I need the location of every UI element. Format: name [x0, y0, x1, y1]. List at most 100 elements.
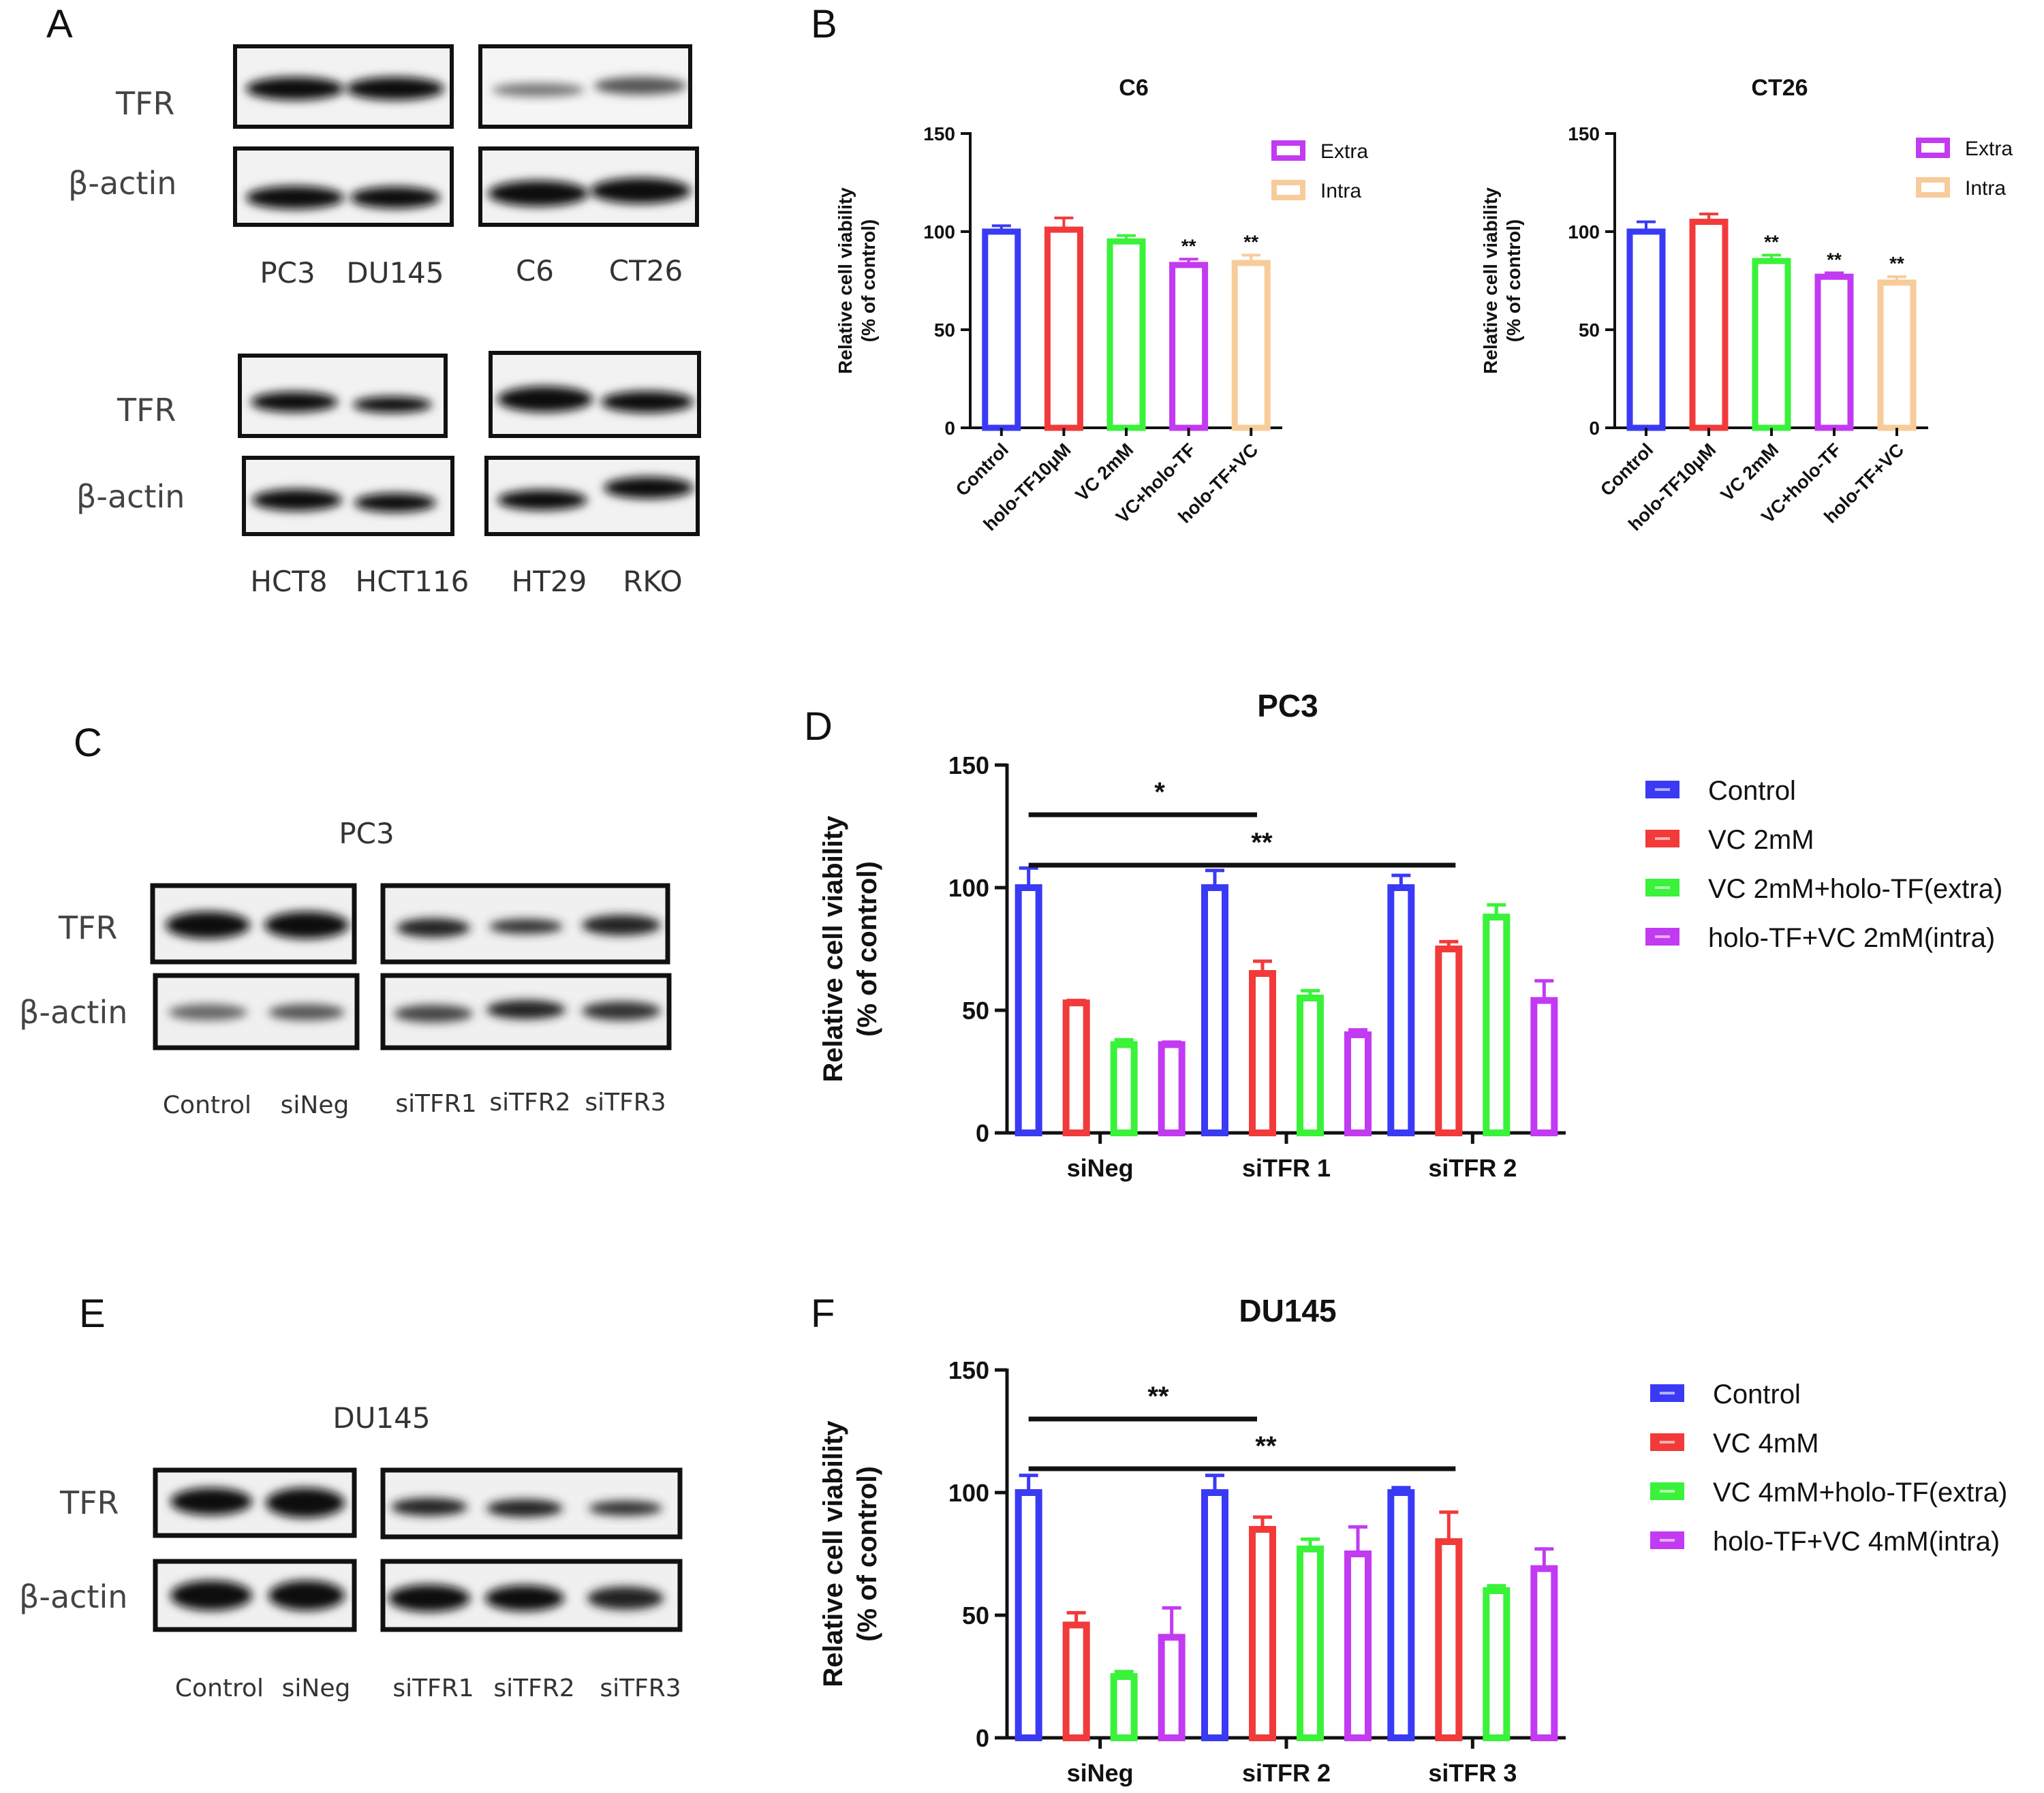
bar: [1015, 1489, 1042, 1741]
bar: [1877, 279, 1917, 431]
blot-panel-c: PC3 TFR β-actin Control siNeg siTFR1 siT…: [19, 817, 672, 1119]
lane-label: RKO: [623, 565, 683, 598]
y-tick-label: 100: [1568, 221, 1600, 243]
blot-band: [492, 83, 585, 97]
blot-box: [233, 146, 454, 227]
blot-band: [166, 911, 250, 939]
blot-band: [266, 1488, 345, 1518]
lane-label: siNeg: [281, 1091, 350, 1119]
y-axis-label-line: Relative cell viability: [1480, 187, 1501, 374]
blot-band: [594, 77, 687, 95]
panel-label-e: E: [79, 1292, 106, 1336]
y-axis-label: Relative cell viability (% of control): [835, 187, 879, 374]
significance-label: **: [1827, 249, 1842, 270]
bar: [1158, 1041, 1186, 1137]
blot-band: [489, 919, 563, 934]
blot-band: [170, 1580, 252, 1610]
legend-label: holo-TF+VC 2mM(intra): [1708, 923, 1995, 953]
bar: [1297, 995, 1324, 1136]
x-tick-label: siTFR 2: [1428, 1154, 1517, 1182]
lane-label: siTFR3: [585, 1089, 666, 1117]
significance-label: **: [1147, 1382, 1169, 1412]
bar: [1530, 997, 1558, 1136]
y-axis-label: Relative cell viability (% of control): [818, 815, 882, 1082]
blot-band: [397, 918, 470, 937]
bar: [1814, 273, 1854, 431]
significance-label: **: [1251, 828, 1273, 858]
lane-label: HCT116: [356, 565, 469, 598]
bar: [1344, 1550, 1372, 1741]
legend-swatch: [1271, 180, 1305, 200]
blot-band: [394, 1005, 473, 1023]
bar: [982, 228, 1021, 431]
blot-band: [264, 911, 349, 939]
bar: [1387, 884, 1415, 1136]
lane-label: siTFR1: [392, 1674, 474, 1702]
x-tick-label: siTFR 2: [1242, 1759, 1331, 1787]
y-axis-label-line: (% of control): [852, 861, 882, 1037]
blot-panel-a: TFR β-actin PC3 DU145 C6 CT26 TFR β-acti…: [68, 44, 701, 598]
y-axis-label-line: (% of control): [1503, 219, 1524, 342]
y-tick-label: 50: [962, 997, 989, 1025]
y-tick-label: 50: [1579, 319, 1600, 341]
bar: [1015, 884, 1042, 1136]
bar: [1483, 1587, 1511, 1741]
y-tick-label: 0: [944, 418, 955, 439]
blot-band: [582, 915, 661, 935]
y-tick-label: 150: [1568, 123, 1600, 144]
bar: [1201, 884, 1228, 1136]
bar: [1483, 914, 1511, 1136]
blot-band: [346, 77, 444, 100]
lane-label: DU145: [346, 256, 444, 290]
blot-band: [587, 1587, 664, 1610]
chart-title: C6: [1119, 75, 1148, 101]
blot-row-label-tfr: TFR: [59, 1484, 119, 1521]
lane-label: HCT8: [250, 565, 327, 598]
blot-row-label-actin: β-actin: [19, 994, 127, 1031]
legend-label: VC 4mM+holo-TF(extra): [1713, 1478, 2007, 1508]
legend-label: Control: [1708, 776, 1796, 806]
legend-label: Extra: [1320, 140, 1368, 163]
bar: [1231, 260, 1271, 431]
blot-band: [497, 386, 593, 412]
blot-band: [168, 1004, 247, 1020]
x-tick-label: Control: [1596, 439, 1657, 500]
bar: [1249, 970, 1276, 1136]
blot-band: [582, 1001, 661, 1020]
legend-label: holo-TF+VC 4mM(intra): [1713, 1527, 2000, 1557]
x-tick-label: VC 2mM: [1717, 439, 1783, 505]
blot-row-label-actin: β-actin: [76, 478, 185, 515]
lane-label: C6: [516, 254, 554, 287]
significance-label: **: [1255, 1431, 1277, 1461]
lane-label: HT29: [512, 565, 587, 598]
blot-band: [589, 1501, 662, 1516]
y-axis-label-line: (% of control): [858, 219, 879, 342]
legend-label: VC 2mM+holo-TF(extra): [1708, 874, 2002, 904]
bar: [1110, 1041, 1138, 1137]
blot-band: [246, 77, 344, 100]
bar: [1752, 258, 1791, 431]
bar: [1106, 238, 1146, 431]
x-tick-label: Control: [952, 439, 1012, 500]
chart-du145: DU145 Relative cell viability (% of contro…: [818, 1293, 2007, 1787]
bar: [1626, 228, 1666, 431]
bar: [1201, 1489, 1228, 1741]
blot-panel-e: DU145 TFR β-actin Control siNeg siTFR1 s…: [19, 1401, 683, 1702]
bar: [1387, 1489, 1415, 1741]
x-tick-label: siTFR 3: [1428, 1759, 1517, 1787]
bar: [1062, 1621, 1090, 1741]
blot-row-label-actin: β-actin: [19, 1578, 127, 1615]
significance-label: **: [1764, 232, 1779, 253]
bar: [1297, 1545, 1324, 1742]
blot-row-label-tfr: TFR: [117, 392, 176, 428]
bar: [1344, 1031, 1372, 1136]
y-tick-label: 150: [948, 1356, 989, 1384]
blot-band: [590, 178, 691, 204]
panel-label-c: C: [74, 721, 102, 765]
legend-label: Control: [1713, 1379, 1801, 1409]
lane-label: PC3: [260, 256, 315, 290]
blot-row-label-tfr: TFR: [58, 909, 118, 946]
blot-band: [388, 1585, 470, 1612]
y-tick-label: 0: [976, 1119, 989, 1147]
